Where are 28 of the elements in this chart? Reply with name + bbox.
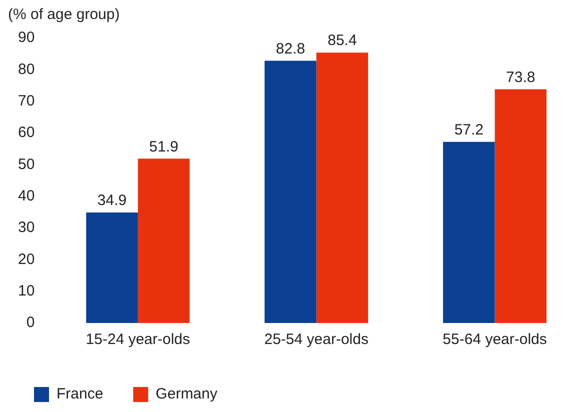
data-label: 85.4 [328,32,357,50]
bar [138,158,190,323]
data-label: 57.2 [454,122,484,139]
data-label: 73.8 [506,68,536,86]
y-tick-label: 50 [18,156,35,173]
y-tick-label: 70 [18,92,35,110]
y-tick-label: 90 [18,29,35,46]
data-label: 82.8 [276,40,306,58]
data-label: 51.9 [149,138,178,156]
legend-label: France [56,386,104,403]
bar [86,212,138,323]
legend-label: Germany [156,386,218,403]
bar [316,52,368,323]
y-tick-label: 20 [18,250,35,268]
y-tick-label: 80 [18,60,35,78]
data-label: 34.9 [97,192,127,210]
bar [494,89,547,323]
y-tick-label: 10 [18,282,35,300]
y-tick-label: 60 [18,124,35,142]
x-tick-label: 15-24 year-olds [86,331,190,348]
y-tick-label: 0 [26,314,35,332]
bar [264,60,316,323]
x-tick-label: 25-54 year-olds [264,331,368,348]
bar [443,142,495,323]
y-tick-label: 30 [18,219,35,236]
y-axis-title: (% of age group) [8,6,120,23]
y-tick-label: 40 [18,187,35,204]
x-tick-label: 55-64 year-olds [442,331,547,348]
